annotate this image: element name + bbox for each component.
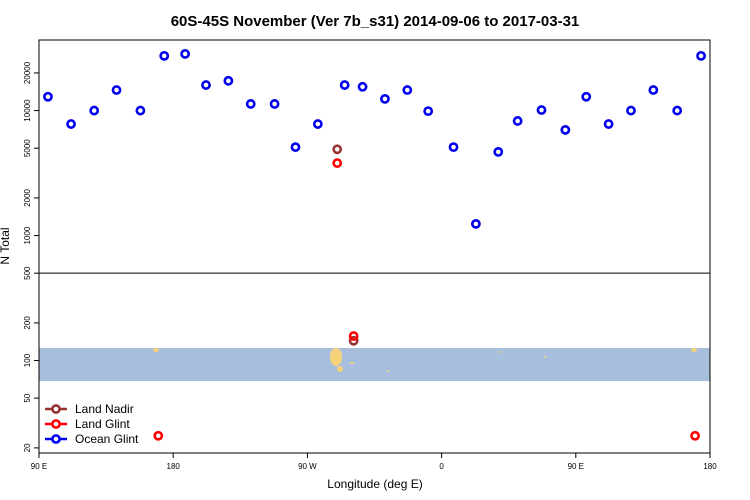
land-patch [330, 348, 342, 366]
point [332, 144, 343, 155]
legend-label: Ocean Glint [75, 432, 139, 446]
point [159, 50, 170, 61]
y-tick-label: 10000 [23, 99, 32, 122]
x-axis-label: Longitude (deg E) [327, 477, 422, 491]
x-tick-label: 0 [439, 462, 444, 471]
point [690, 430, 700, 441]
point [448, 142, 459, 153]
x-tick-label: 180 [167, 462, 181, 471]
legend-label: Land Nadir [75, 402, 134, 416]
point [180, 49, 191, 59]
land-patch [544, 356, 546, 358]
point [493, 146, 504, 157]
y-tick-label: 20 [23, 443, 32, 452]
point [357, 81, 368, 92]
point [603, 119, 614, 129]
point [536, 105, 547, 115]
point [332, 158, 343, 168]
point [512, 116, 523, 126]
legend-marker [51, 419, 61, 429]
point [648, 85, 659, 95]
y-tick-label: 50 [23, 393, 32, 402]
point [470, 218, 481, 229]
plot-frame [38, 39, 711, 454]
point [696, 50, 706, 61]
point [201, 80, 211, 90]
legend-marker [51, 434, 61, 444]
x-tick-label: 180 [703, 462, 717, 471]
point [380, 93, 390, 104]
chart-title: 60S-45S November (Ver 7b_s31) 2014-09-06… [171, 13, 580, 30]
x-tick-label: 90 W [298, 462, 317, 471]
x-tick-label: 90 E [31, 462, 47, 471]
point [111, 85, 122, 95]
y-tick-label: 200 [23, 316, 32, 330]
point [245, 99, 256, 109]
y-tick-label: 100 [23, 353, 32, 367]
x-tick-label: 90 E [568, 462, 584, 471]
land-patch [153, 348, 159, 352]
point [135, 105, 146, 116]
ocean-band [39, 348, 710, 381]
land-patch [691, 348, 697, 352]
y-tick-label: 20000 [23, 61, 32, 84]
y-tick-label: 2000 [23, 188, 32, 206]
point [348, 331, 359, 341]
point [153, 430, 164, 441]
point [269, 99, 280, 109]
point [312, 119, 323, 129]
point [423, 106, 434, 117]
point [43, 91, 53, 102]
point [66, 119, 76, 129]
y-tick-label: 1000 [23, 226, 32, 244]
point [290, 142, 301, 153]
point [581, 91, 592, 102]
point [89, 105, 100, 116]
point [626, 105, 636, 116]
legend-label: Land Glint [75, 417, 130, 431]
point [223, 75, 234, 86]
point [560, 125, 571, 135]
land-patch [350, 362, 354, 364]
land-patch [387, 370, 389, 372]
y-tick-label: 500 [23, 266, 32, 280]
point [402, 85, 413, 95]
land-patch [337, 366, 343, 372]
point [339, 80, 350, 90]
legend-marker [51, 404, 61, 414]
land-patch [498, 351, 500, 353]
point [672, 105, 683, 116]
point [348, 335, 359, 346]
y-axis-label: N Total [0, 227, 12, 264]
y-tick-label: 5000 [23, 139, 32, 157]
map-strip [39, 348, 710, 381]
